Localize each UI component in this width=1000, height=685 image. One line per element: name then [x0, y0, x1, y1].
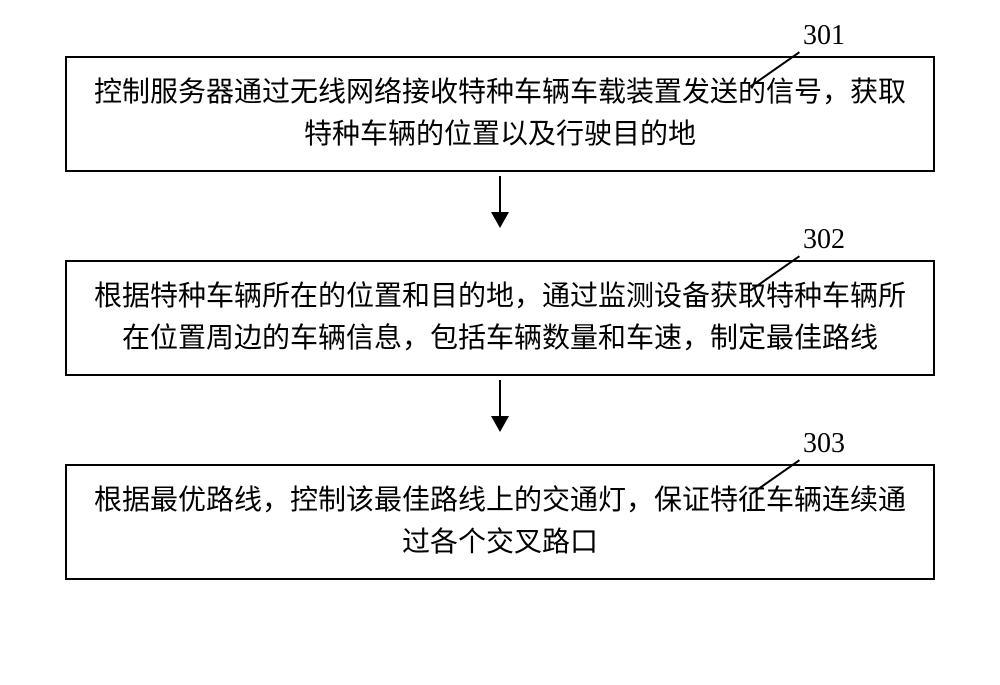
arrow-shaft	[499, 176, 501, 214]
step-box-302: 根据特种车辆所在的位置和目的地，通过监测设备获取特种车辆所在位置周边的车辆信息，…	[65, 260, 935, 376]
step-label-302: 302	[803, 224, 845, 256]
step-label-303: 303	[803, 428, 845, 460]
arrow-head	[491, 212, 509, 228]
arrow-head	[491, 416, 509, 432]
flow-step-301: 301 控制服务器通过无线网络接收特种车辆车载装置发送的信号，获取特种车辆的位置…	[65, 56, 935, 172]
arrow-shaft	[499, 380, 501, 418]
flow-step-302: 302 根据特种车辆所在的位置和目的地，通过监测设备获取特种车辆所在位置周边的车…	[65, 260, 935, 376]
arrow-2	[491, 380, 509, 432]
flow-container: 301 控制服务器通过无线网络接收特种车辆车载装置发送的信号，获取特种车辆的位置…	[60, 30, 940, 580]
flow-step-303: 303 根据最优路线，控制该最佳路线上的交通灯，保证特征车辆连续通过各个交叉路口	[65, 464, 935, 580]
step-label-301: 301	[803, 20, 845, 52]
step-box-303: 根据最优路线，控制该最佳路线上的交通灯，保证特征车辆连续通过各个交叉路口	[65, 464, 935, 580]
arrow-1	[491, 176, 509, 228]
step-box-301: 控制服务器通过无线网络接收特种车辆车载装置发送的信号，获取特种车辆的位置以及行驶…	[65, 56, 935, 172]
